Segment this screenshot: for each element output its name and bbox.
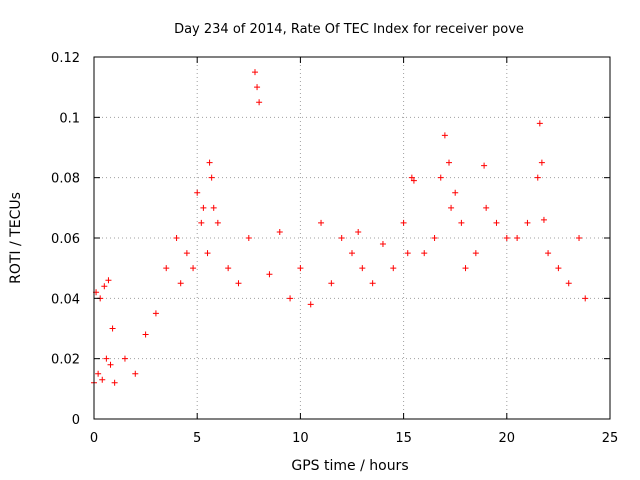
data-point [534,174,541,181]
data-point [538,159,545,166]
data-point [318,219,325,226]
data-point [208,174,215,181]
data-point [251,69,258,76]
data-point [163,265,170,272]
data-point [254,84,261,91]
data-point [235,280,242,287]
data-point [514,235,521,241]
data-point [206,159,213,166]
grid-lines [94,57,610,419]
data-point [408,174,415,181]
data-point [276,228,283,235]
x-tick-label: 15 [395,431,412,446]
x-tick-label: 20 [499,431,516,446]
data-point [565,280,572,287]
data-point [132,370,139,377]
data-point [198,219,205,226]
data-point [545,250,552,257]
axis-ticks: 0 5 10 15 20 25 0 0.02 0.04 0.06 0.08 0.1 0.12 [51,51,618,446]
x-tick-label: 0 [90,431,98,446]
data-point [266,271,273,278]
y-tick-label: 0.06 [51,232,80,247]
data-point [524,219,531,226]
data-point [410,177,417,184]
data-point [152,310,159,317]
data-point [200,204,207,211]
data-point [452,189,459,196]
data-point [448,204,455,211]
data-point [190,265,197,272]
data-point [183,250,190,257]
data-point [441,132,448,139]
data-point [483,204,490,211]
data-point [446,159,453,166]
y-axis-title: ROTI / TECUs [8,192,24,284]
data-point [214,219,221,226]
data-point [121,355,128,362]
data-point [349,250,355,257]
data-point [540,216,547,223]
data-point [503,235,510,241]
data-point [369,280,376,287]
data-point [111,379,118,386]
data-point [582,295,589,302]
data-point [173,235,180,241]
x-tick-label: 5 [193,431,201,446]
data-point [99,376,106,383]
data-point [103,355,110,362]
data-point [107,361,114,368]
data-point [177,280,184,287]
data-point [359,265,366,272]
data-point [210,204,217,211]
chart-title: Day 234 of 2014, Rate Of TEC Index for r… [174,22,524,37]
data-point [245,235,252,241]
y-tick-label: 0.12 [51,51,80,66]
data-point [390,265,397,272]
x-tick-label: 25 [602,431,619,446]
y-tick-label: 0.04 [51,292,80,307]
data-point [421,250,428,257]
data-point [400,219,407,226]
data-point [472,250,479,257]
data-point [576,235,583,241]
data-points [91,69,589,386]
data-point [109,325,116,332]
data-point [95,370,102,377]
data-point [105,277,112,284]
data-point [142,331,149,338]
data-point [307,301,314,308]
data-point [437,174,444,181]
data-point [225,265,232,272]
data-point [194,189,201,196]
data-point [204,250,211,257]
data-point [256,99,263,106]
y-tick-label: 0.08 [51,172,80,187]
x-tick-label: 10 [292,431,309,446]
data-point [431,235,438,241]
data-point [338,235,345,241]
x-axis-title: GPS time / hours [291,458,408,474]
data-point [287,295,294,302]
data-point [458,219,465,226]
data-point [481,162,488,169]
y-tick-label: 0.02 [51,353,80,368]
data-point [404,250,411,257]
y-tick-label: 0 [72,413,80,428]
y-tick-label: 0.1 [59,111,80,126]
data-point [355,228,362,235]
plot-frame [93,56,611,420]
data-point [297,265,304,272]
data-point [536,120,543,127]
data-point [493,219,500,226]
data-point [328,280,335,287]
data-point [462,265,469,272]
data-point [379,241,386,248]
data-point [555,265,562,272]
data-point [101,283,108,290]
